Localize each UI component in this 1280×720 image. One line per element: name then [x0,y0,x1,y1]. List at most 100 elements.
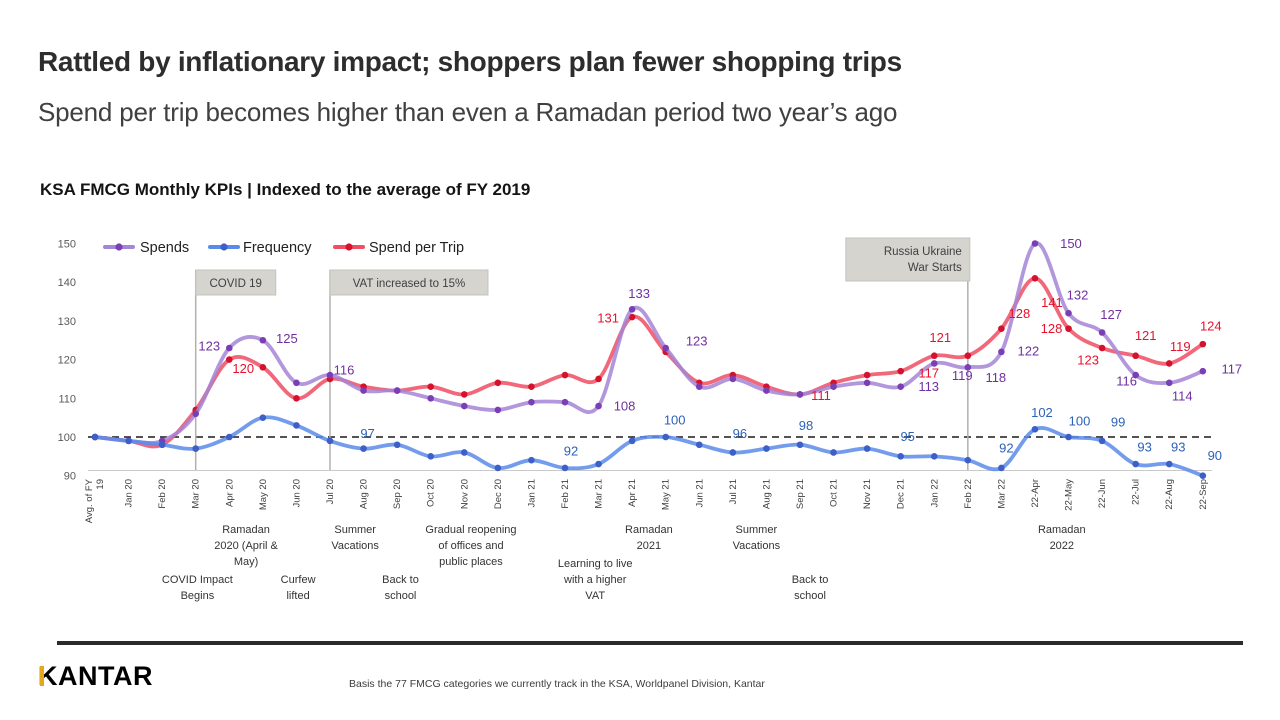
event-box-rect [329,269,489,296]
data-label: 102 [1031,405,1053,420]
y-tick-label: 100 [58,432,76,444]
event-box-label: Russia Ukraine [884,246,962,258]
event-box-label: VAT increased to 15% [353,278,466,290]
timeline-note-1: Summer Vacations [331,524,379,552]
timeline-note-line: Gradual reopening [425,524,516,536]
data-point-spends-17 [662,344,669,352]
data-point-spend_per_trip-23 [863,371,871,379]
data-point-frequency-21 [796,441,804,449]
event-box-rect [845,237,971,282]
x-tick-label: Mar 20 [191,479,202,509]
x-tick-label: May 20 [258,479,269,510]
event-box-2: Russia Ukraine War Starts [845,237,971,282]
legend-label: Spend per Trip [369,240,464,256]
x-tick-label: Nov 20 [459,479,470,509]
data-point-frequency-6 [293,422,300,429]
data-point-spends-28 [1031,240,1039,247]
data-point-frequency-22 [830,449,837,456]
data-point-spends-18 [695,383,703,390]
data-point-spends-5 [259,336,267,344]
data-point-spends-6 [293,379,300,387]
data-label: 99 [1111,414,1125,429]
legend-item-spends: Spends [103,240,189,256]
data-point-spends-9 [393,387,401,394]
legend-item-spend_per_trip: Spend per Trip [333,240,464,256]
data-label: 92 [999,440,1013,455]
data-label: 113 [918,379,939,394]
data-label: 120 [232,361,254,376]
x-tick-label: 22-Apr [1030,479,1041,508]
x-tick-label: Oct 20 [426,479,437,507]
data-point-spend_per_trip-33 [1199,340,1207,348]
timeline-note-line: of offices and [438,540,503,552]
data-label: 100 [664,413,686,428]
data-point-spend_per_trip-4 [225,356,233,363]
data-point-spend_per_trip-6 [293,395,300,402]
data-label: 93 [1137,440,1151,455]
timeline-note-line: Summer [736,524,778,536]
data-label: 123 [686,333,708,348]
data-point-frequency-20 [763,445,770,452]
timeline-note-line: lifted [286,590,309,602]
data-point-spend_per_trip-12 [494,379,502,387]
timeline-note-line: May) [234,556,258,568]
data-point-frequency-31 [1132,460,1139,468]
data-label: 122 [1018,343,1040,358]
data-label: 97 [360,426,374,441]
data-point-spend_per_trip-15 [595,375,602,383]
x-tick-label: Sep 21 [795,479,806,509]
x-tick-label: Feb 21 [560,479,571,509]
x-tick-label: Mar 22 [996,479,1007,509]
timeline-note-line: Ramadan [222,524,270,536]
x-tick-label: May 21 [661,479,672,510]
data-point-spends-30 [1098,329,1106,336]
data-label: 98 [799,418,813,433]
data-label: 119 [1170,339,1191,354]
data-point-frequency-4 [225,433,233,441]
data-point-spends-22 [830,383,837,390]
x-axis-labels: Avg. of FY 19 Jan 20 Feb 20 Mar 20 Apr 20 May … [84,478,1209,523]
event-box-label: COVID 19 [209,278,261,290]
event-box-1: VAT increased to 15% [329,269,489,296]
data-point-frequency-17 [662,433,669,441]
series-spend_per_trip-points [91,275,1207,449]
data-label: 116 [1116,374,1137,389]
x-tick-label: Avg. of FY [84,478,95,523]
data-point-spend_per_trip-11 [460,391,468,398]
data-point-spend_per_trip-28 [1031,275,1039,282]
data-point-spends-12 [494,406,502,414]
timeline-note-line: school [794,590,826,602]
timeline-note-7: Curfew lifted [281,574,316,602]
data-point-frequency-26 [964,456,972,464]
x-tick-label: Apr 20 [224,479,235,507]
data-label: 117 [1221,362,1242,377]
data-point-spends-29 [1065,309,1072,317]
data-point-frequency-9 [393,441,401,449]
data-point-frequency-13 [528,456,535,464]
x-tick-label: Sep 20 [392,479,403,509]
x-tick-label: Nov 21 [862,479,873,509]
x-tick-label: 22-Aug [1164,479,1175,510]
timeline-note-line: Curfew [281,574,316,586]
data-label: 124 [1200,319,1222,334]
legend-marker-dot-icon [115,243,123,251]
x-tick-label: 22-May [1064,479,1075,511]
page-subtitle: Spend per trip becomes higher than even … [38,97,898,127]
timeline-note-line: 2020 (April & [214,540,278,552]
data-label: 121 [929,330,951,345]
data-point-frequency-10 [427,453,435,460]
data-label: 125 [276,331,298,346]
data-point-frequency-15 [595,460,602,468]
x-tick-label: Feb 20 [157,479,168,509]
series-spends-line [93,241,1205,445]
legend-label: Spends [140,240,189,256]
timeline-note-3: Ramadan 2021 [625,524,673,552]
data-point-spends-13 [528,398,535,406]
data-label: 150 [1060,236,1082,251]
data-point-spend_per_trip-26 [964,352,972,360]
page-title: Rattled by inflationary impact; shoppers… [38,46,902,77]
timeline-note-line: Back to [382,574,419,586]
timeline-note-10: Back to school [792,574,829,602]
